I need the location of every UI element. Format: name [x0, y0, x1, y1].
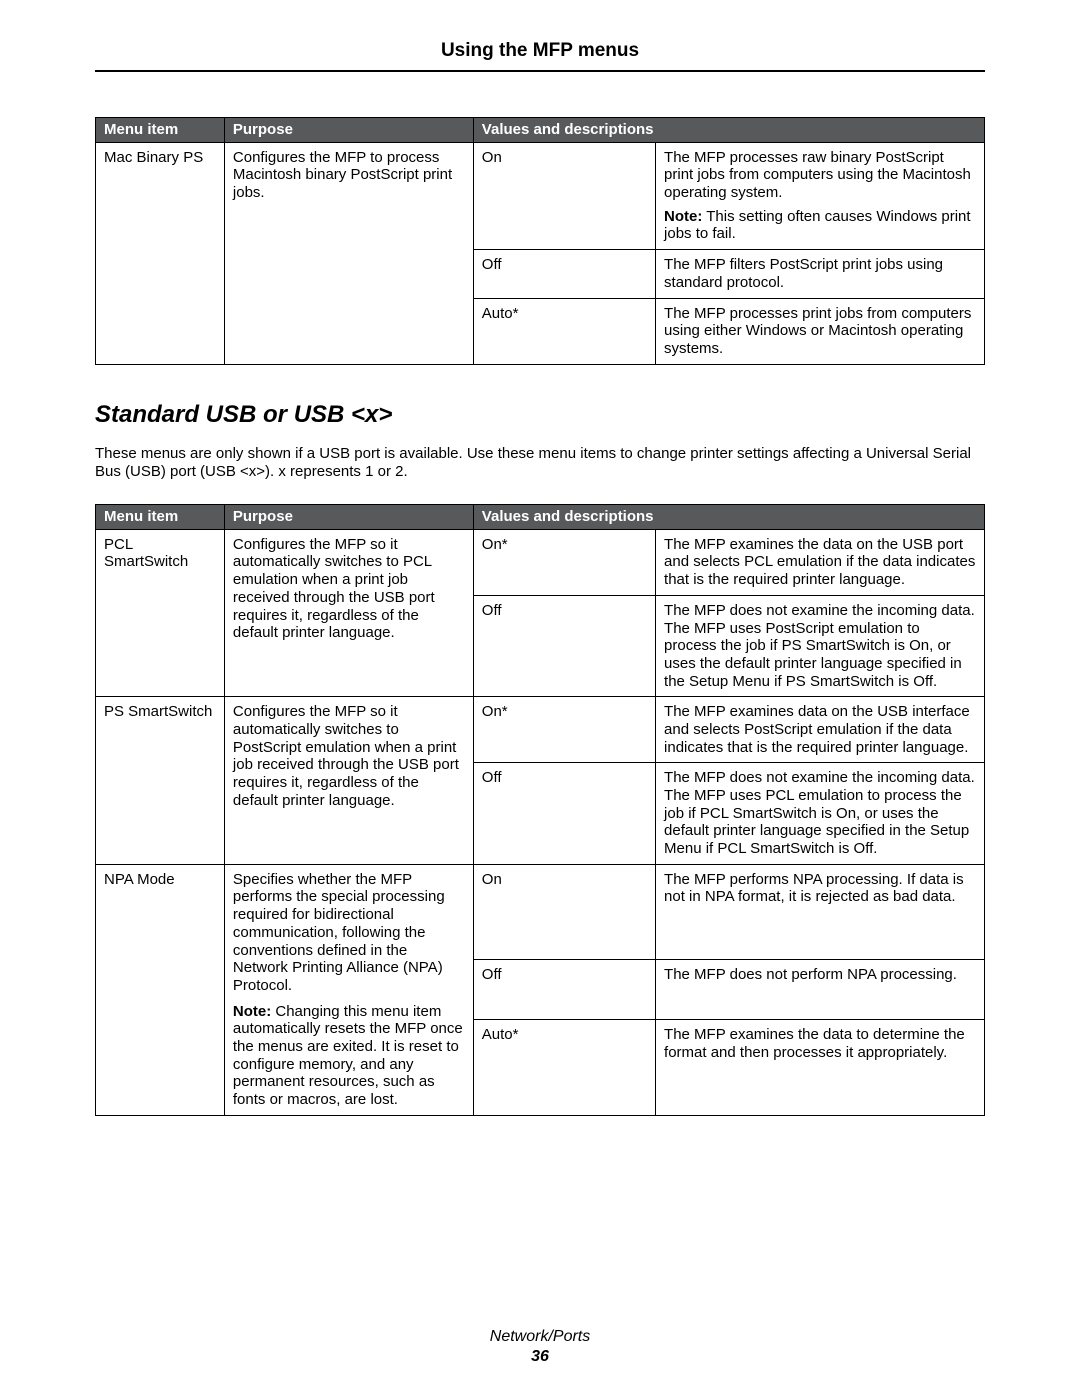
- cell-description: The MFP does not perform NPA processing.: [656, 960, 985, 1020]
- cell-description: The MFP processes print jobs from comput…: [656, 298, 985, 364]
- purpose-note: Note: Changing this menu item automatica…: [233, 1003, 465, 1109]
- note-label: Note:: [664, 208, 702, 225]
- cell-description: The MFP examines the data on the USB por…: [656, 529, 985, 595]
- cell-menu-item: Mac Binary PS: [96, 142, 225, 364]
- cell-description: The MFP filters PostScript print jobs us…: [656, 250, 985, 298]
- th-purpose: Purpose: [224, 505, 473, 530]
- th-menu-item: Menu item: [96, 505, 225, 530]
- cell-value: Off: [473, 595, 655, 696]
- table-row: PS SmartSwitch Configures the MFP so it …: [96, 697, 985, 763]
- header-divider: [95, 70, 985, 72]
- page-header-title: Using the MFP menus: [95, 40, 985, 62]
- cell-description: The MFP performs NPA processing. If data…: [656, 864, 985, 959]
- table-row: NPA Mode Specifies whether the MFP perfo…: [96, 864, 985, 959]
- section-heading: Standard USB or USB <x>: [95, 401, 985, 429]
- cell-value: Off: [473, 763, 655, 864]
- cell-value: On*: [473, 697, 655, 763]
- th-values: Values and descriptions: [473, 505, 984, 530]
- cell-description: The MFP does not examine the incoming da…: [656, 763, 985, 864]
- table-mac-binary: Menu item Purpose Values and description…: [95, 117, 985, 365]
- purpose-main: Specifies whether the MFP performs the s…: [233, 871, 465, 995]
- cell-value: Off: [473, 960, 655, 1020]
- cell-purpose: Configures the MFP so it automatically s…: [224, 697, 473, 865]
- section-intro: These menus are only shown if a USB port…: [95, 445, 985, 483]
- cell-description: The MFP does not examine the incoming da…: [656, 595, 985, 696]
- page-footer: Network/Ports 36: [0, 1327, 1080, 1367]
- th-values: Values and descriptions: [473, 118, 984, 143]
- table-header-row: Menu item Purpose Values and description…: [96, 505, 985, 530]
- desc-main: The MFP processes raw binary PostScript …: [664, 149, 976, 202]
- cell-menu-item: NPA Mode: [96, 864, 225, 1115]
- th-purpose: Purpose: [224, 118, 473, 143]
- cell-purpose: Specifies whether the MFP performs the s…: [224, 864, 473, 1115]
- cell-description: The MFP examines the data to determine t…: [656, 1020, 985, 1115]
- cell-menu-item: PS SmartSwitch: [96, 697, 225, 865]
- th-menu-item: Menu item: [96, 118, 225, 143]
- cell-value: On: [473, 864, 655, 959]
- desc-note: Note: This setting often causes Windows …: [664, 208, 976, 243]
- table-usb-settings: Menu item Purpose Values and description…: [95, 504, 985, 1116]
- footer-page-number: 36: [0, 1347, 1080, 1367]
- cell-value: Off: [473, 250, 655, 298]
- footer-section: Network/Ports: [0, 1327, 1080, 1347]
- table-header-row: Menu item Purpose Values and description…: [96, 118, 985, 143]
- cell-description: The MFP processes raw binary PostScript …: [656, 142, 985, 249]
- table-row: PCL SmartSwitch Configures the MFP so it…: [96, 529, 985, 595]
- cell-value: On*: [473, 529, 655, 595]
- cell-purpose: Configures the MFP so it automatically s…: [224, 529, 473, 697]
- cell-value: On: [473, 142, 655, 249]
- cell-purpose: Configures the MFP to process Macintosh …: [224, 142, 473, 364]
- cell-description: The MFP examines data on the USB interfa…: [656, 697, 985, 763]
- note-label: Note:: [233, 1003, 271, 1020]
- cell-menu-item: PCL SmartSwitch: [96, 529, 225, 697]
- cell-value: Auto*: [473, 298, 655, 364]
- document-page: Using the MFP menus Menu item Purpose Va…: [0, 0, 1080, 1397]
- cell-value: Auto*: [473, 1020, 655, 1115]
- table-row: Mac Binary PS Configures the MFP to proc…: [96, 142, 985, 249]
- note-text: This setting often causes Windows print …: [664, 208, 971, 243]
